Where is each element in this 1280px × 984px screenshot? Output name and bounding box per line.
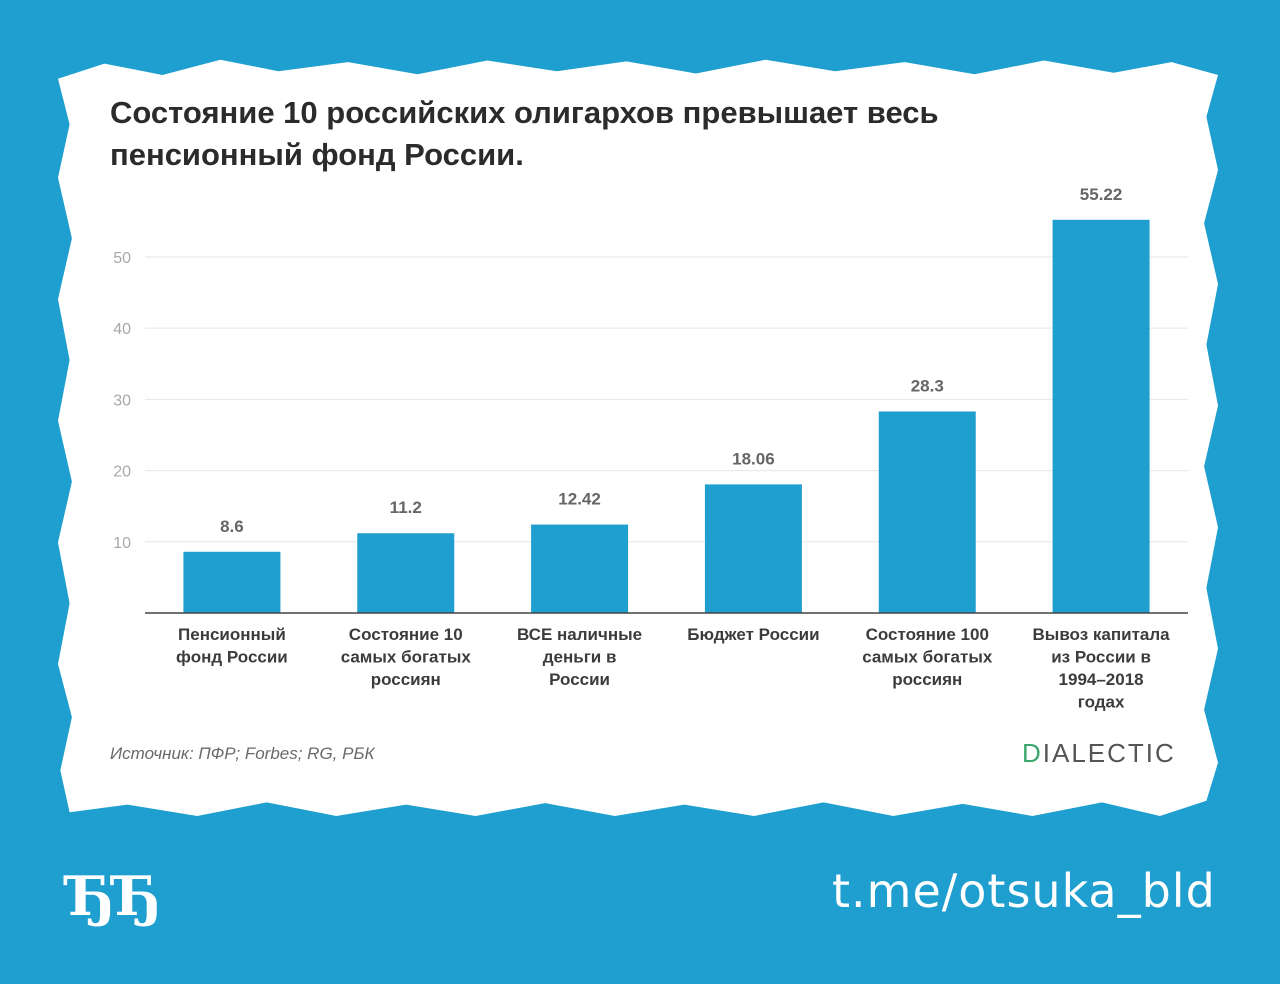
x-category-label: Состояние 100 самых богатых россиян <box>862 625 993 689</box>
data-label: 8.6 <box>220 517 244 536</box>
data-label: 28.3 <box>911 376 944 395</box>
logo-wordmark: IALECTIC <box>1042 738 1176 768</box>
bar <box>531 524 629 613</box>
bar <box>183 551 281 613</box>
channel-monogram: ЂЂ <box>66 864 161 928</box>
y-tick-label: 10 <box>113 535 131 552</box>
chart-title: Состояние 10 российских олигархов превыш… <box>110 95 939 172</box>
y-tick-label: 30 <box>113 392 131 409</box>
bar <box>878 411 976 613</box>
data-label: 11.2 <box>390 498 422 517</box>
y-tick-label: 20 <box>113 464 131 481</box>
data-label: 55.22 <box>1080 185 1123 204</box>
chart-card <box>58 59 1218 816</box>
y-tick-label: 50 <box>113 250 131 267</box>
x-category-label: ВСЕ наличные деньги в России <box>517 625 642 689</box>
data-label: 18.06 <box>732 449 775 468</box>
x-category-label: Вывоз капитала из России в 1994–2018 годах <box>1033 625 1171 712</box>
logo-letter-d: D <box>1022 738 1043 768</box>
x-category-label: Пенсионный фонд России <box>176 625 288 667</box>
bar <box>704 484 802 613</box>
dialectic-logo: DIALECTIC <box>1022 738 1176 769</box>
source-note: Источник: ПФР; Forbes; RG, РБК <box>110 744 375 763</box>
data-label: 12.42 <box>558 490 601 509</box>
x-category-label: Состояние 10 самых богатых россиян <box>341 625 472 689</box>
y-tick-label: 40 <box>113 321 131 338</box>
x-category-label: Бюджет России <box>687 625 819 644</box>
channel-link[interactable]: t.me/otsuka_bld <box>832 864 1216 918</box>
bar <box>1052 219 1150 613</box>
bar <box>357 533 455 613</box>
